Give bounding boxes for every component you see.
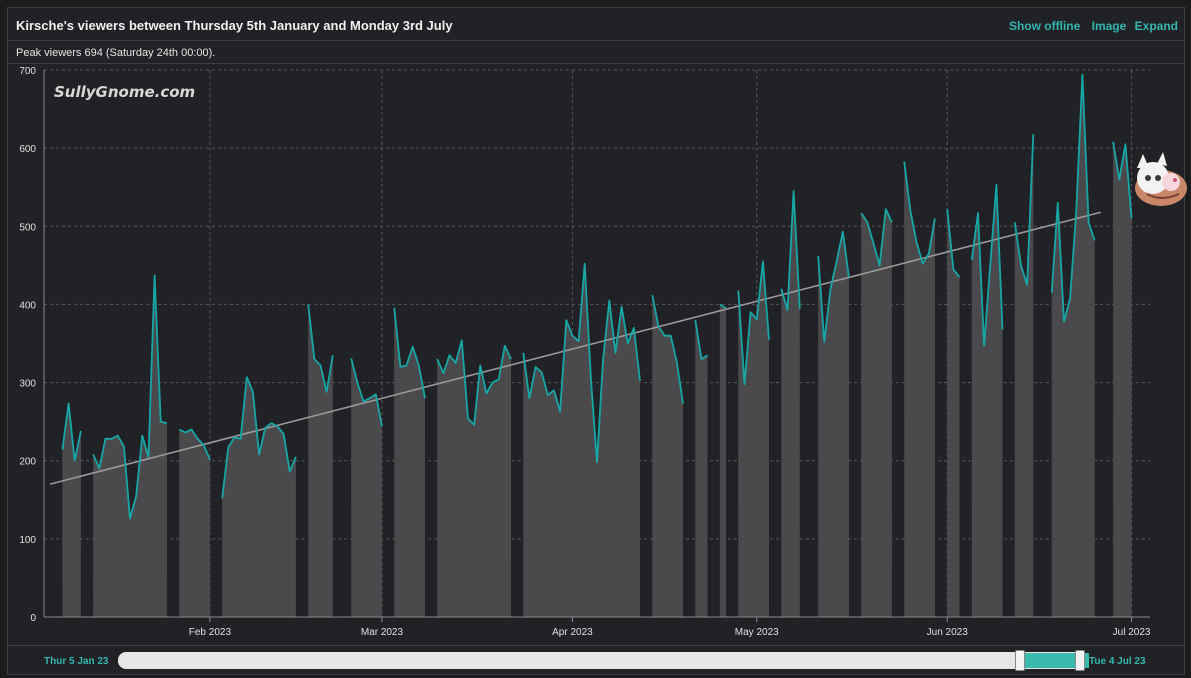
navigator-selection[interactable]: [1020, 653, 1089, 668]
image-link[interactable]: Image: [1091, 19, 1127, 33]
viewer-area-segment: [947, 209, 960, 617]
navigator-end-label: Tue 4 Jul 23: [1089, 656, 1146, 667]
header-links: Show offline Image Expand: [1001, 19, 1178, 33]
expand-link[interactable]: Expand: [1134, 19, 1178, 33]
y-tick-label: 300: [19, 379, 36, 390]
y-tick-label: 400: [19, 300, 36, 311]
viewer-area-segment: [351, 358, 382, 617]
x-tick-label: Apr 2023: [552, 627, 593, 638]
viewer-line-segment: [522, 262, 641, 464]
viewer-area-segment: [1051, 74, 1095, 617]
viewer-area-segment: [394, 307, 425, 617]
x-tick-label: Feb 2023: [189, 627, 232, 638]
viewer-line-segment: [1013, 134, 1035, 286]
y-tick-label: 0: [30, 613, 36, 624]
viewer-line-segment: [1112, 141, 1133, 219]
viewer-area-segment: [179, 429, 210, 617]
viewer-area-segment: [222, 377, 296, 617]
peak-bar: Peak viewers 694 (Saturday 24th 00:00).: [8, 41, 1184, 64]
viewer-area-segment: [719, 304, 727, 617]
viewer-line-segment: [719, 303, 727, 310]
watermark: SullyGnome.com: [54, 83, 195, 101]
peak-viewers-text: Peak viewers 694 (Saturday 24th 00:00).: [16, 47, 216, 59]
viewer-line-segment: [307, 304, 334, 393]
navigator-start-label: Thur 5 Jan 23: [44, 656, 109, 667]
viewer-area-segment: [437, 340, 511, 617]
viewer-line-segment: [178, 428, 211, 461]
viewer-line-segment: [436, 339, 512, 426]
viewer-area-segment: [652, 295, 684, 617]
viewer-area-segment: [781, 191, 800, 617]
viewer-line-segment: [221, 376, 297, 499]
x-tick-label: Jun 2023: [927, 627, 969, 638]
viewer-area-segment: [861, 209, 892, 617]
viewer-area-segment: [523, 263, 641, 617]
viewer-line-segment: [946, 209, 961, 278]
viewer-line-segment: [903, 161, 936, 265]
chart-title: Kirsche's viewers between Thursday 5th J…: [16, 18, 453, 33]
viewer-area-segment: [738, 261, 770, 617]
navigator-track[interactable]: [118, 650, 1089, 671]
viewer-area-segment: [904, 161, 935, 617]
viewer-line-segment: [737, 260, 770, 385]
y-tick-label: 100: [19, 535, 36, 546]
viewer-area-segment: [308, 304, 333, 617]
viewer-line-segment: [694, 319, 709, 360]
viewer-area-segment: [818, 231, 849, 618]
viewer-area-segment: [93, 275, 167, 617]
viewer-line-segment: [860, 208, 893, 267]
viewer-line-segment: [970, 184, 1004, 347]
viewer-area-segment: [695, 320, 708, 617]
chart-header: Kirsche's viewers between Thursday 5th J…: [8, 8, 1184, 41]
viewer-line-segment: [350, 358, 383, 427]
show-offline-link[interactable]: Show offline: [1008, 19, 1081, 33]
viewer-line-segment: [393, 307, 426, 399]
x-tick-label: Jul 2023: [1113, 627, 1151, 638]
y-tick-label: 200: [19, 457, 36, 468]
y-tick-label: 500: [19, 222, 36, 233]
viewer-area-segment: [1113, 141, 1132, 617]
viewer-line-segment: [780, 190, 801, 311]
x-tick-label: May 2023: [735, 627, 779, 638]
viewer-area-segment: [971, 184, 1003, 617]
viewer-line-segment: [1050, 73, 1096, 323]
range-navigator: Thur 5 Jan 23 Tue 4 Jul 23: [8, 645, 1184, 677]
mascot-logo: [1135, 152, 1187, 206]
y-tick-label: 700: [19, 66, 36, 77]
viewer-line-segment: [817, 230, 850, 343]
navigator-left-handle[interactable]: [1015, 650, 1025, 671]
y-tick-label: 600: [19, 144, 36, 155]
viewer-line-segment: [651, 294, 684, 404]
navigator-right-handle[interactable]: [1075, 650, 1085, 671]
viewer-line-segment: [61, 402, 82, 462]
viewer-line-segment: [92, 274, 168, 520]
x-tick-label: Mar 2023: [361, 627, 404, 638]
